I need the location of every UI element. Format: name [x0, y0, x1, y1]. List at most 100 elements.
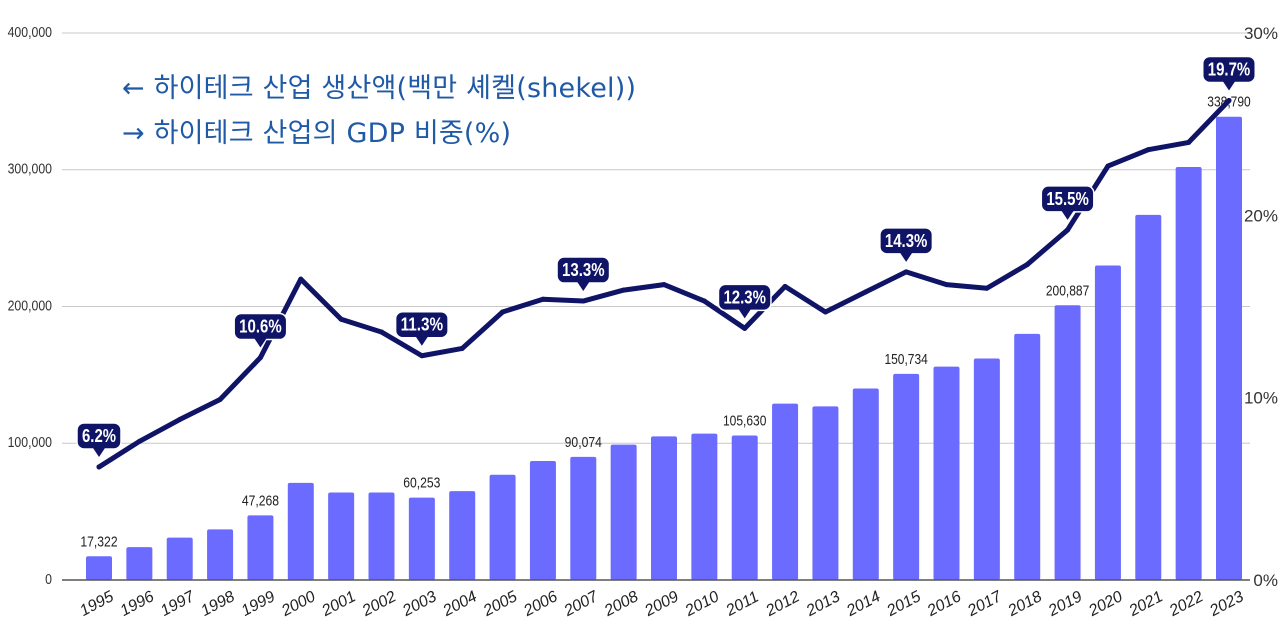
- bar-1997: [166, 537, 193, 580]
- x-tick-label-2013: 2013: [803, 588, 843, 620]
- callout-pointer: [900, 252, 913, 262]
- line-point-2014: [863, 289, 869, 295]
- line-point-2003: [419, 353, 425, 359]
- bar-2017: [973, 358, 1000, 580]
- callout-label: 13.3%: [562, 260, 605, 280]
- callout-2019: 15.5%: [1040, 185, 1095, 220]
- bar-label-2019: 200,887: [1046, 282, 1089, 299]
- x-tick-label-1999: 1999: [239, 588, 278, 620]
- x-tick-label-2001: 2001: [318, 588, 358, 620]
- bar-2000: [287, 482, 314, 580]
- bar-label-2007: 90,074: [565, 434, 602, 451]
- x-tick-label-2016: 2016: [924, 588, 964, 620]
- bar-2019: [1054, 305, 1081, 580]
- line-point-2002: [379, 329, 384, 335]
- bar-label-1995: 17,322: [80, 533, 117, 550]
- line-point-2017: [984, 285, 990, 291]
- bar-2010: [691, 433, 718, 580]
- callout-pointer: [254, 338, 267, 348]
- bar-2003: [408, 497, 435, 580]
- legend-right-series: → 하이테크 산업의 GDP 비중(%): [122, 118, 512, 149]
- x-tick-label-1996: 1996: [118, 588, 157, 620]
- line-point-2006: [540, 296, 546, 302]
- bar-2007: [570, 456, 597, 580]
- bar-2021: [1135, 214, 1162, 580]
- line-point-2008: [621, 287, 627, 293]
- callout-label: 19.7%: [1208, 59, 1251, 79]
- bar-1996: [126, 547, 153, 580]
- line-point-1995: [96, 464, 102, 470]
- x-tick-label-2022: 2022: [1166, 588, 1206, 620]
- line-point-2012: [782, 283, 788, 289]
- line-point-2023: [1226, 97, 1232, 103]
- x-tick-label-2004: 2004: [440, 588, 480, 620]
- x-tick-label-2011: 2011: [723, 588, 762, 620]
- y-right-tick-label: 10%: [1244, 389, 1278, 408]
- y-left-tick-label: 300,000: [8, 161, 53, 177]
- bar-2016: [933, 366, 960, 580]
- bar-data-labels: 17,322 47,268 60,253 90,074 105,630 150,734 20…: [80, 94, 1250, 551]
- callout-pointer: [415, 336, 428, 346]
- line-point-1999: [257, 355, 263, 361]
- callout-pointer: [738, 309, 751, 319]
- left-axis-ticks: 0 100,000 200,000 300,000 400,000: [8, 24, 53, 587]
- bar-2020: [1094, 265, 1121, 580]
- line-point-2005: [500, 309, 506, 315]
- line-point-2019: [1065, 227, 1071, 233]
- x-tick-label-2007: 2007: [561, 588, 602, 621]
- x-tick-label-1997: 1997: [158, 588, 198, 620]
- callout-1999: 10.6%: [233, 312, 288, 348]
- x-tick-label-2015: 2015: [883, 588, 923, 620]
- bar-2009: [651, 436, 677, 580]
- line-point-2000: [298, 276, 304, 282]
- x-tick-label-2009: 2009: [641, 588, 681, 620]
- line-point-2004: [459, 345, 465, 351]
- line-point-2007: [580, 298, 586, 304]
- callout-label: 6.2%: [82, 426, 116, 446]
- callout-2015: 14.3%: [879, 227, 934, 262]
- callout-label: 14.3%: [885, 231, 928, 251]
- bar-1998: [207, 529, 234, 580]
- y-right-tick-label: 0%: [1253, 571, 1278, 590]
- x-tick-label-2014: 2014: [843, 588, 883, 620]
- line-point-2011: [742, 325, 748, 331]
- y-left-tick-label: 0: [45, 571, 52, 587]
- bar-2002: [368, 492, 395, 580]
- x-tick-label-2010: 2010: [682, 588, 722, 620]
- bar-2005: [489, 474, 516, 580]
- bar-2008: [610, 444, 637, 580]
- line-point-2010: [701, 298, 707, 304]
- bar-label-2011: 105,630: [723, 413, 766, 430]
- callout-pointer: [577, 282, 590, 292]
- bar-2011: [731, 435, 758, 580]
- line-point-2022: [1186, 139, 1192, 145]
- line-point-2020: [1105, 163, 1111, 169]
- bar-1999: [247, 515, 274, 580]
- line-point-1997: [177, 417, 183, 423]
- x-tick-label-2005: 2005: [480, 588, 520, 620]
- right-axis-ticks: 0% 10% 20% 30%: [1244, 24, 1278, 590]
- bar-2013: [812, 406, 839, 580]
- x-axis-ticks: 1995 1996 1997 1998 1999 2000 2001 2002 2003 2004…: [77, 588, 1246, 621]
- bar-2001: [328, 492, 355, 580]
- line-point-2009: [661, 282, 667, 288]
- callout-1995: 6.2%: [76, 422, 122, 457]
- line-series: [96, 97, 1232, 470]
- x-tick-label-1998: 1998: [198, 588, 237, 620]
- bar-2015: [893, 373, 920, 580]
- line-point-2015: [903, 269, 909, 275]
- line-point-2021: [1145, 147, 1151, 153]
- callout-label: 11.3%: [401, 315, 444, 335]
- line-point-2013: [822, 309, 828, 315]
- callout-pointer: [1223, 81, 1235, 91]
- x-tick-label-2002: 2002: [359, 588, 399, 620]
- callout-label: 15.5%: [1046, 189, 1089, 209]
- x-tick-label-2023: 2023: [1206, 588, 1246, 620]
- line-point-1996: [136, 438, 142, 444]
- legend-left-series: ← 하이테크 산업 생산액(백만 셰켈(shekel)): [122, 73, 637, 104]
- bar-2023: [1216, 116, 1242, 580]
- x-tick-label-2000: 2000: [278, 588, 318, 620]
- y-left-tick-label: 400,000: [8, 24, 53, 40]
- line-point-2016: [944, 282, 949, 288]
- y-left-tick-label: 100,000: [8, 434, 53, 450]
